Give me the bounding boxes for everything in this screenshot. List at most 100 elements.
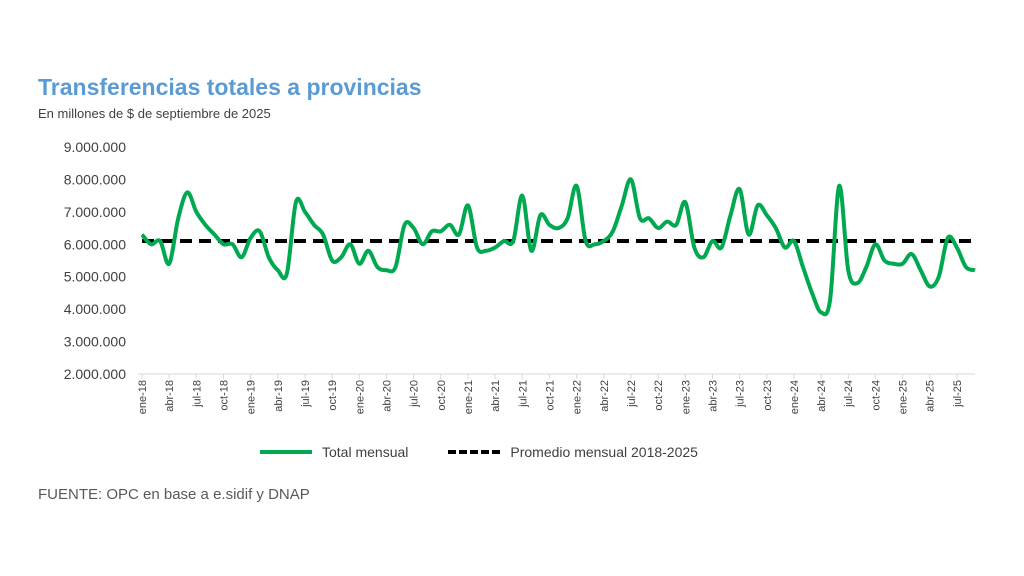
x-tick-label: jul-18 <box>191 380 203 408</box>
data-point <box>348 242 352 246</box>
data-point <box>683 200 687 204</box>
data-point <box>729 213 733 217</box>
chart-subtitle: En millones de $ de septiembre de 2025 <box>38 106 271 121</box>
data-point <box>882 259 886 263</box>
data-point <box>937 275 941 279</box>
data-point <box>149 242 153 246</box>
legend: Total mensual Promedio mensual 2018-2025 <box>260 444 698 460</box>
x-tick-label: ene-22 <box>572 380 584 414</box>
data-point <box>475 246 479 250</box>
data-point <box>566 216 570 220</box>
x-tick-label: jul-25 <box>952 380 964 408</box>
data-point <box>375 265 379 269</box>
data-point <box>819 310 823 314</box>
data-point <box>810 291 814 295</box>
data-point <box>611 229 615 233</box>
data-point <box>176 216 180 220</box>
x-tick-label: ene-23 <box>680 380 692 414</box>
data-point <box>258 229 262 233</box>
x-tick-label: ene-20 <box>354 380 366 414</box>
y-tick-label: 9.000.000 <box>64 139 126 155</box>
data-point <box>837 184 841 188</box>
x-tick-label: abr-23 <box>707 380 719 412</box>
legend-label-average: Promedio mensual 2018-2025 <box>510 444 698 460</box>
data-point <box>919 268 923 272</box>
data-point <box>493 246 497 250</box>
x-tick-label: abr-18 <box>164 380 176 412</box>
x-tick-label: abr-20 <box>381 380 393 412</box>
y-tick-label: 5.000.000 <box>64 269 126 285</box>
data-point <box>212 233 216 237</box>
data-point <box>792 239 796 243</box>
data-point <box>901 262 905 266</box>
data-point <box>357 262 361 266</box>
data-point <box>964 265 968 269</box>
data-point <box>575 184 579 188</box>
data-point <box>403 223 407 227</box>
x-tick-label: jul-22 <box>626 380 638 408</box>
x-tick-label: jul-24 <box>843 380 855 408</box>
data-point <box>538 213 542 217</box>
data-point <box>303 210 307 214</box>
data-point <box>756 203 760 207</box>
data-point <box>647 216 651 220</box>
data-point <box>185 190 189 194</box>
data-point <box>439 229 443 233</box>
x-tick-label: ene-25 <box>898 380 910 414</box>
data-point <box>892 262 896 266</box>
x-tick-label: jul-19 <box>300 380 312 408</box>
data-point <box>710 239 714 243</box>
data-point <box>502 239 506 243</box>
data-point <box>547 223 551 227</box>
x-tick-label: oct-23 <box>762 380 774 411</box>
x-tick-label: oct-20 <box>436 380 448 411</box>
data-point <box>366 249 370 253</box>
data-point <box>529 249 533 253</box>
x-tick-label: ene-18 <box>137 380 149 414</box>
data-point <box>801 265 805 269</box>
data-point <box>719 246 723 250</box>
x-tick-label: oct-19 <box>327 380 339 411</box>
data-point <box>240 255 244 259</box>
data-point <box>629 177 633 181</box>
data-point <box>167 262 171 266</box>
x-tick-label: abr-25 <box>925 380 937 412</box>
data-point <box>158 239 162 243</box>
data-point <box>249 236 253 240</box>
data-point <box>674 223 678 227</box>
data-point <box>412 226 416 230</box>
data-point <box>846 268 850 272</box>
data-point <box>638 216 642 220</box>
legend-swatch-total <box>260 450 312 454</box>
data-point <box>593 242 597 246</box>
data-point <box>701 255 705 259</box>
data-point <box>774 226 778 230</box>
data-point <box>421 242 425 246</box>
x-tick-label: oct-18 <box>218 380 230 411</box>
data-point <box>738 187 742 191</box>
y-tick-label: 2.000.000 <box>64 366 126 382</box>
data-point <box>946 236 950 240</box>
data-point <box>140 233 144 237</box>
x-tick-label: abr-24 <box>816 380 828 412</box>
legend-label-total: Total mensual <box>322 444 409 460</box>
source-note: FUENTE: OPC en base a e.sidif y DNAP <box>38 486 310 503</box>
data-point <box>602 239 606 243</box>
data-point <box>221 242 225 246</box>
x-tick-label: oct-24 <box>870 380 882 411</box>
data-point <box>285 271 289 275</box>
data-point <box>557 226 561 230</box>
data-point <box>620 203 624 207</box>
data-point <box>430 229 434 233</box>
data-point <box>584 239 588 243</box>
x-tick-label: jul-21 <box>517 380 529 408</box>
data-point <box>910 252 914 256</box>
x-tick-label: ene-24 <box>789 380 801 414</box>
data-point <box>747 233 751 237</box>
data-point <box>339 255 343 259</box>
x-tick-label: jul-23 <box>735 380 747 408</box>
data-point <box>973 268 977 272</box>
y-tick-label: 4.000.000 <box>64 301 126 317</box>
data-point <box>267 255 271 259</box>
y-tick-label: 6.000.000 <box>64 236 126 252</box>
